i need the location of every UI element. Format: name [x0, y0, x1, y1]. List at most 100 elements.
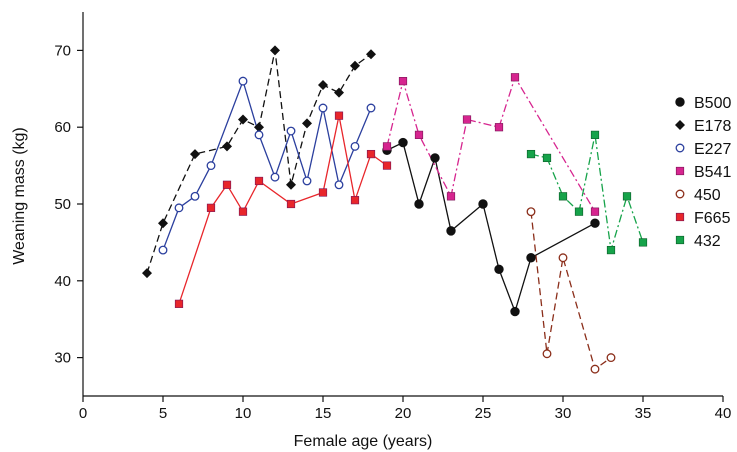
series-line-450 — [530, 211, 612, 371]
data-point-f665 — [286, 199, 296, 209]
y-tick-label: 40 — [54, 273, 71, 290]
data-point-e178 — [270, 45, 280, 56]
x-tick-label: 40 — [715, 405, 732, 422]
data-point-e178 — [334, 87, 344, 98]
data-point-e178 — [254, 122, 264, 133]
data-point-e227 — [174, 203, 184, 213]
x-tick-label: 15 — [315, 405, 332, 422]
data-point-450 — [542, 349, 552, 359]
series-lines — [146, 50, 644, 371]
data-point-e178 — [142, 268, 152, 279]
data-point-b500 — [494, 264, 504, 274]
y-ticks: 30 40 50 60 70 — [54, 42, 83, 367]
data-point-f665 — [382, 161, 392, 170]
series-line-e227 — [162, 79, 372, 251]
data-point-e227 — [318, 103, 328, 113]
data-point-e178 — [238, 114, 248, 125]
data-point-e227 — [334, 180, 344, 190]
data-point-f665 — [174, 299, 184, 308]
legend-label-f665: F665 — [694, 210, 731, 227]
x-tick-label: 35 — [635, 405, 652, 422]
y-tick-label: 60 — [54, 119, 71, 136]
series-line-432 — [530, 134, 644, 251]
data-point-e178 — [286, 179, 296, 190]
data-point-e227 — [286, 126, 296, 136]
data-point-f665 — [350, 196, 360, 205]
data-point-b500 — [590, 218, 600, 228]
data-point-e178 — [318, 79, 328, 90]
data-point-b500 — [398, 137, 408, 148]
data-point-e227 — [158, 245, 168, 255]
data-point-432 — [590, 130, 600, 139]
data-point-b500 — [510, 306, 520, 317]
x-tick-label: 5 — [159, 405, 167, 422]
series-line-b541 — [386, 75, 596, 213]
data-point-e227 — [254, 130, 264, 140]
data-point-432 — [638, 238, 648, 247]
legend-label-e227: E227 — [694, 141, 731, 158]
legend-item-450: 450 — [675, 187, 721, 204]
data-point-f665 — [334, 111, 344, 120]
x-axis-title: Female age (years) — [294, 433, 433, 450]
data-point-432 — [526, 149, 536, 159]
data-point-b541 — [590, 207, 600, 216]
data-point-e227 — [270, 172, 280, 182]
data-point-b541 — [398, 77, 408, 86]
data-point-432 — [574, 207, 584, 216]
data-point-b541 — [382, 142, 392, 151]
data-point-450 — [526, 207, 536, 217]
data-point-e178 — [366, 49, 376, 60]
legend-label-432: 432 — [694, 233, 721, 250]
data-point-b541 — [462, 115, 472, 124]
data-point-f665 — [206, 203, 216, 212]
data-point-f665 — [238, 207, 248, 216]
data-point-f665 — [366, 149, 376, 159]
legend-item-e227: E227 — [675, 141, 731, 158]
legend-label-b541: B541 — [694, 164, 731, 181]
data-point-b541 — [414, 130, 424, 139]
series-line-b500 — [386, 141, 596, 314]
data-point-b500 — [526, 253, 536, 263]
data-point-e178 — [190, 149, 200, 160]
data-point-b541 — [494, 123, 504, 132]
legend-marker-e178 — [675, 120, 685, 130]
legend-marker-e227 — [675, 143, 685, 153]
data-point-e227 — [190, 191, 200, 201]
x-tick-label: 10 — [235, 405, 252, 422]
legend-marker-450 — [675, 189, 685, 199]
x-tick-label: 0 — [79, 405, 87, 422]
data-point-b500 — [478, 199, 488, 209]
data-point-450 — [606, 353, 616, 363]
data-point-f665 — [318, 188, 328, 197]
legend-item-e178: E178 — [675, 118, 731, 135]
data-point-e227 — [350, 141, 360, 151]
legend-marker-b541 — [675, 166, 685, 176]
x-ticks: 0 5 10 15 20 25 30 35 40 — [79, 396, 732, 422]
data-point-e178 — [158, 218, 168, 229]
x-tick-label: 20 — [395, 405, 412, 422]
legend-label-b500: B500 — [694, 95, 731, 112]
data-point-432 — [542, 153, 552, 163]
legend-item-f665: F665 — [675, 210, 731, 227]
data-point-b500 — [414, 199, 424, 209]
x-tick-label: 30 — [555, 405, 572, 422]
data-point-f665 — [222, 180, 232, 189]
data-point-b541 — [510, 73, 520, 82]
legend-item-432: 432 — [675, 233, 721, 250]
legend-label-e178: E178 — [694, 118, 731, 135]
data-point-b500 — [446, 226, 456, 236]
y-tick-label: 30 — [54, 350, 71, 367]
series-points — [142, 45, 648, 374]
y-tick-label: 50 — [54, 196, 71, 213]
data-point-b541 — [446, 192, 456, 201]
legend-item-b541: B541 — [675, 164, 731, 181]
data-point-450 — [590, 364, 600, 374]
legend-item-b500: B500 — [675, 95, 731, 112]
x-tick-label: 25 — [475, 405, 492, 422]
y-axis-title: Weaning mass (kg) — [11, 127, 28, 265]
data-point-f665 — [254, 176, 264, 186]
legend-marker-b500 — [675, 97, 685, 107]
data-point-e178 — [222, 141, 232, 152]
data-point-e227 — [302, 176, 312, 186]
